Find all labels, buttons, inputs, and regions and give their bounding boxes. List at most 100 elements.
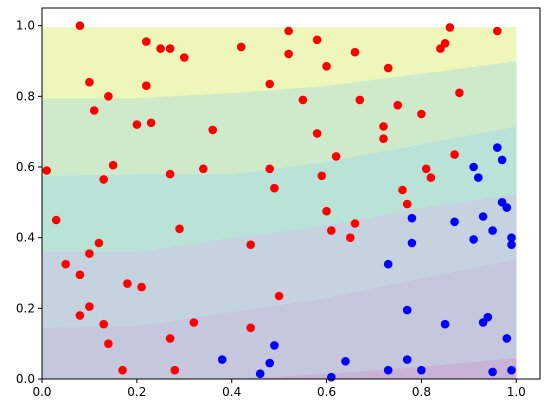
data-point-series-0 — [284, 49, 293, 59]
y-tick-label: 1.0 — [16, 19, 35, 33]
data-point-series-0 — [170, 365, 180, 375]
data-point-series-0 — [383, 63, 393, 73]
data-point-series-0 — [99, 175, 108, 184]
data-point-series-0 — [417, 109, 426, 119]
data-point-series-0 — [89, 106, 99, 115]
y-tick-label: 0.4 — [16, 231, 35, 245]
data-point-series-1 — [474, 173, 483, 182]
x-tick-label: 0.2 — [127, 385, 146, 399]
data-point-series-0 — [75, 311, 85, 320]
data-point-series-1 — [383, 259, 393, 269]
data-point-series-0 — [94, 238, 104, 248]
data-point-series-0 — [246, 240, 255, 249]
data-point-series-1 — [402, 355, 412, 364]
data-point-series-0 — [350, 47, 360, 57]
data-point-series-0 — [322, 62, 331, 71]
data-point-series-0 — [331, 152, 341, 161]
data-point-series-1 — [478, 212, 488, 221]
data-point-series-0 — [265, 164, 275, 174]
data-point-series-1 — [407, 213, 417, 223]
data-point-series-0 — [393, 100, 403, 110]
x-tick-label: 0.6 — [317, 385, 336, 399]
data-point-series-0 — [355, 95, 365, 105]
data-point-series-0 — [322, 206, 331, 216]
data-point-series-0 — [108, 160, 118, 170]
x-axis: 0.0 0.2 0.4 0.6 0.8 1.0 — [32, 379, 526, 399]
y-tick-label: 0.8 — [16, 89, 35, 103]
data-point-series-0 — [421, 164, 431, 174]
y-tick-label: 0.2 — [16, 301, 35, 315]
x-tick-label: 0.8 — [412, 385, 431, 399]
data-point-series-0 — [75, 21, 85, 31]
data-point-series-0 — [118, 365, 127, 375]
data-point-series-0 — [156, 44, 165, 53]
data-point-series-0 — [284, 26, 293, 36]
data-points — [42, 21, 516, 382]
data-point-series-1 — [417, 365, 426, 375]
data-point-series-0 — [350, 219, 360, 228]
data-point-series-0 — [236, 42, 246, 52]
data-point-series-1 — [217, 355, 227, 364]
data-point-series-1 — [469, 162, 478, 172]
data-point-series-1 — [497, 155, 507, 165]
data-point-series-0 — [165, 334, 175, 343]
data-point-series-0 — [398, 185, 407, 195]
data-point-series-0 — [379, 134, 388, 143]
data-point-series-0 — [445, 23, 455, 32]
data-point-series-1 — [383, 365, 393, 375]
x-tick-label: 1.0 — [507, 385, 526, 399]
data-point-series-1 — [507, 233, 516, 242]
data-point-series-1 — [507, 365, 516, 375]
data-point-series-0 — [165, 169, 175, 179]
data-point-series-1 — [502, 203, 512, 212]
data-point-series-1 — [402, 305, 412, 315]
data-point-series-0 — [61, 259, 70, 269]
data-point-series-0 — [85, 77, 94, 87]
x-tick-label: 0.4 — [222, 385, 241, 399]
data-point-series-1 — [450, 217, 459, 227]
data-point-series-1 — [488, 367, 497, 377]
data-point-series-1 — [478, 318, 488, 327]
data-point-series-0 — [327, 226, 336, 235]
data-point-series-0 — [146, 118, 156, 128]
data-point-series-0 — [132, 120, 142, 129]
data-point-series-0 — [426, 173, 436, 182]
data-point-series-0 — [270, 183, 279, 193]
data-point-series-0 — [99, 319, 108, 329]
data-point-series-0 — [142, 81, 151, 90]
data-point-series-0 — [312, 129, 322, 138]
data-point-series-0 — [274, 291, 284, 301]
data-point-series-1 — [265, 358, 275, 368]
data-point-series-1 — [469, 235, 478, 244]
data-point-series-0 — [123, 279, 132, 288]
data-point-series-0 — [246, 323, 255, 333]
data-point-series-0 — [137, 282, 146, 292]
data-point-series-1 — [341, 357, 350, 366]
data-point-series-0 — [312, 35, 322, 45]
data-point-series-0 — [42, 166, 51, 175]
data-point-series-0 — [402, 199, 412, 209]
data-point-series-0 — [317, 171, 327, 181]
data-point-series-1 — [493, 143, 502, 152]
plot-frame — [41, 7, 541, 380]
data-point-series-1 — [327, 372, 336, 382]
data-point-series-0 — [493, 26, 502, 36]
y-tick-label: 0.6 — [16, 160, 35, 174]
data-point-series-0 — [85, 302, 94, 311]
decision-regions — [41, 27, 517, 380]
data-point-series-1 — [270, 341, 279, 350]
data-point-series-1 — [502, 334, 512, 343]
data-point-series-0 — [175, 224, 184, 234]
data-point-series-0 — [208, 125, 217, 135]
data-point-series-0 — [85, 249, 94, 258]
data-point-series-0 — [189, 318, 199, 327]
data-point-series-1 — [440, 319, 450, 329]
data-point-series-0 — [265, 79, 275, 89]
data-point-series-0 — [75, 270, 85, 280]
data-point-series-0 — [455, 88, 464, 98]
x-tick-label: 0.0 — [32, 385, 51, 399]
data-point-series-0 — [346, 233, 355, 242]
data-point-series-0 — [165, 44, 175, 53]
data-point-series-1 — [488, 226, 497, 235]
